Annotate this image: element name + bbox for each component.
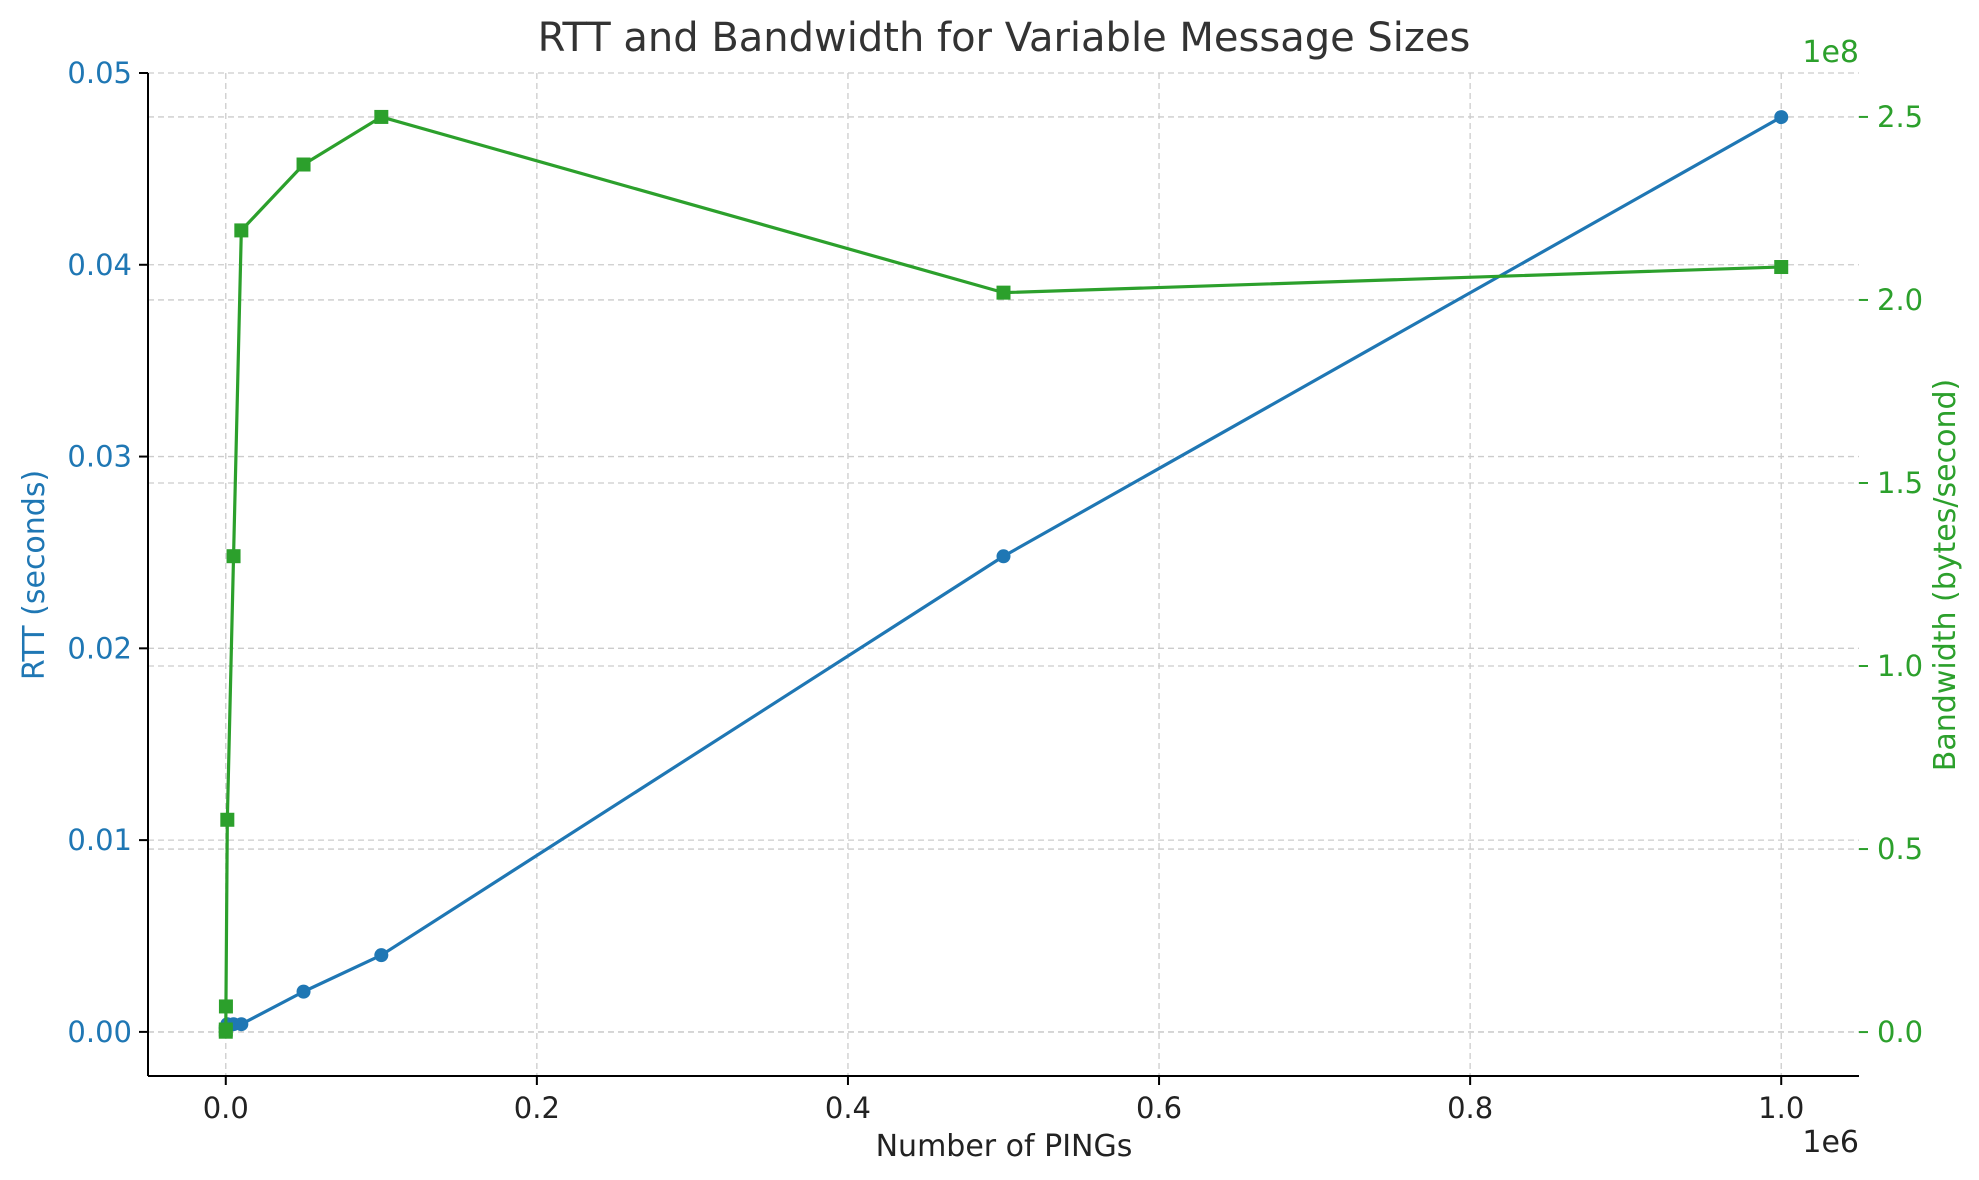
x-tick-label: 0.4 [825, 1091, 871, 1125]
bandwidth-point [218, 999, 233, 1014]
y-left-tick-label: 0.00 [67, 1015, 132, 1049]
axes-frame [147, 73, 1859, 1077]
y-right-tick-label: 0.0 [1877, 1015, 1923, 1049]
chart-title: RTT and Bandwidth for Variable Message S… [538, 15, 1471, 61]
x-tick-label: 0.8 [1447, 1091, 1493, 1125]
bandwidth-point [996, 285, 1011, 300]
bandwidth-point [1774, 260, 1789, 275]
x-tick-label: 0.0 [203, 1091, 249, 1125]
bandwidth-point [220, 812, 235, 827]
bandwidth-point [296, 157, 311, 172]
bandwidth-point [374, 109, 389, 124]
x-axis-label: Number of PINGs [876, 1129, 1133, 1164]
y-axis-right-label: Bandwidth (bytes/second) [1928, 379, 1963, 771]
x-tick-label: 0.2 [514, 1091, 560, 1125]
bandwidth-point [226, 549, 241, 564]
rtt-point [996, 549, 1011, 564]
y-left-tick-label: 0.03 [67, 440, 132, 474]
rtt-series [218, 110, 1789, 1036]
y-axis-right-multiplier: 1e8 [1802, 35, 1859, 70]
rtt-point [296, 984, 311, 999]
bandwidth-point [218, 1022, 233, 1037]
y-axis-left: 0.00 0.01 0.02 0.03 0.04 0.05 [67, 56, 148, 1049]
bandwidth-point [234, 223, 249, 238]
x-axis-multiplier: 1e6 [1802, 1125, 1859, 1160]
y-right-tick-label: 1.0 [1877, 649, 1923, 683]
y-right-tick-label: 2.0 [1877, 283, 1923, 317]
y-right-tick-label: 1.5 [1877, 466, 1923, 500]
y-left-tick-label: 0.05 [67, 56, 132, 90]
bandwidth-line [224, 115, 1782, 1032]
rtt-point [374, 948, 389, 963]
y-axis-left-label: RTT (seconds) [17, 470, 52, 680]
x-axis: 0.0 0.2 0.4 0.6 0.8 1.0 [203, 1076, 1804, 1125]
grid-lines [148, 72, 1859, 1076]
x-tick-label: 0.6 [1136, 1091, 1182, 1125]
y-left-tick-label: 0.02 [67, 631, 132, 665]
x-tick-label: 1.0 [1758, 1091, 1804, 1125]
y-axis-right: 0.0 0.5 1.0 1.5 2.0 2.5 [1859, 100, 1923, 1049]
y-right-tick-label: 2.5 [1877, 100, 1923, 134]
y-left-tick-label: 0.01 [67, 823, 132, 857]
y-left-tick-label: 0.04 [67, 248, 132, 282]
bandwidth-series [218, 109, 1789, 1039]
rtt-point [1774, 110, 1789, 125]
rtt-line [224, 115, 1783, 1030]
rtt-point [234, 1017, 249, 1032]
y-right-tick-label: 0.5 [1877, 832, 1923, 866]
series-layer [218, 109, 1789, 1039]
